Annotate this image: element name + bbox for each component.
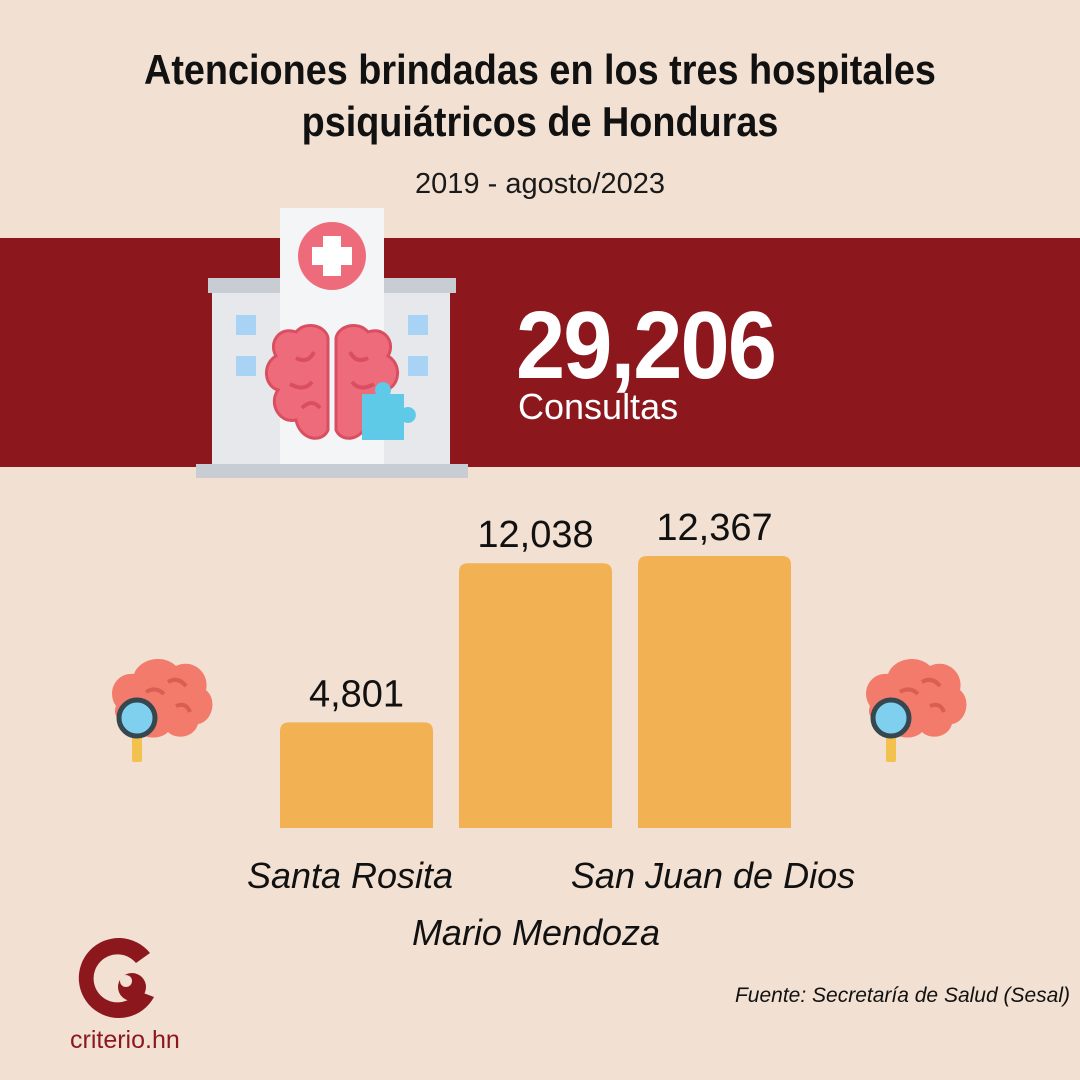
brain-magnifier-icon-right — [866, 659, 967, 762]
criterio-logo-icon — [78, 938, 154, 1019]
hospital-brain-icon — [196, 208, 468, 478]
source-note: Fuente: Secretaría de Salud (Sesal) — [734, 984, 1070, 1007]
logo-text: criterio.hn — [70, 1026, 180, 1054]
page-title: Atenciones brindadas en los tres hospita… — [54, 44, 1026, 148]
bar-san-juan-de-dios — [638, 556, 791, 828]
bar-value-label: 12,038 — [477, 514, 593, 556]
bar-value-label: 4,801 — [309, 673, 404, 715]
total-label: Consultas — [518, 386, 679, 427]
total-band — [0, 238, 1080, 467]
bar-santa-rosita — [280, 722, 433, 828]
category-label: Mario Mendoza — [412, 912, 660, 953]
category-label: Santa Rosita — [247, 855, 453, 896]
total-value: 29,206 — [516, 292, 777, 399]
category-label: San Juan de Dios — [571, 855, 855, 896]
page-subtitle: 2019 - agosto/2023 — [415, 168, 665, 200]
title-line-2: psiquiátricos de Honduras — [301, 98, 779, 145]
bar-value-label: 12,367 — [656, 507, 772, 549]
bar-mario-mendoza — [459, 563, 612, 828]
title-line-1: Atenciones brindadas en los tres hospita… — [144, 46, 936, 93]
brain-magnifier-icon — [112, 659, 213, 762]
